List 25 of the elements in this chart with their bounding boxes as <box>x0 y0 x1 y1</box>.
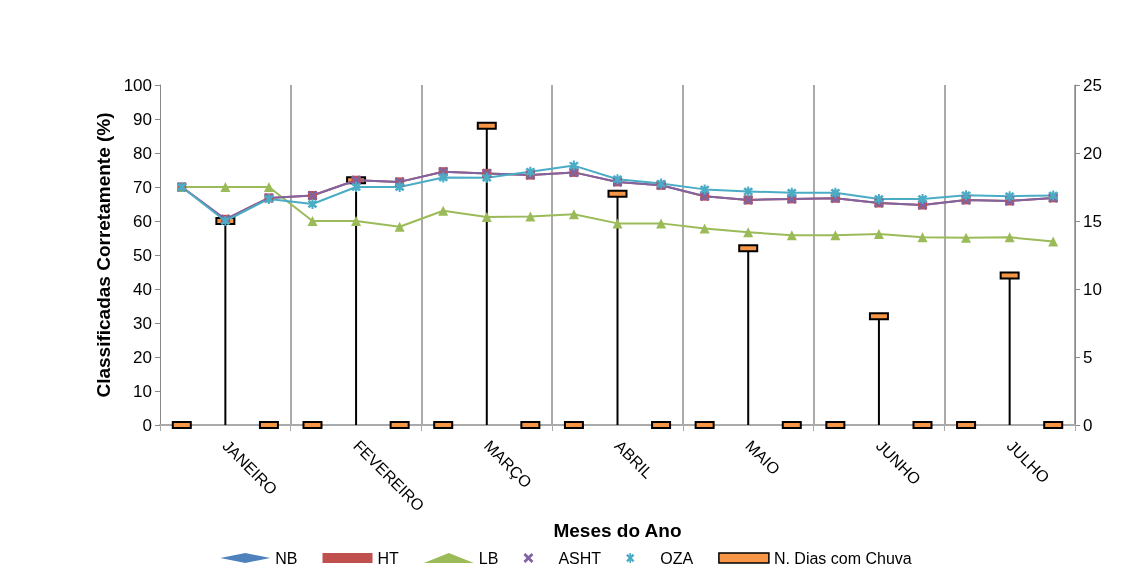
legend-label: NB <box>275 549 298 567</box>
y-tick-label: 60 <box>133 211 152 231</box>
x-axis-title: Meses do Ano <box>553 520 682 542</box>
y-tick-label: 30 <box>133 313 152 333</box>
y-axis-title: Classificadas Corretamente (%) <box>92 112 114 398</box>
legend-label: LB <box>478 549 499 567</box>
legend-label: HT <box>377 549 400 567</box>
y2-tick-label: 15 <box>1083 211 1102 231</box>
legend-label: ASHT <box>558 549 602 567</box>
legend-label: OZA <box>660 549 694 567</box>
y-tick-label: 10 <box>133 381 152 401</box>
y2-tick-label: 5 <box>1083 347 1093 367</box>
y-tick-label: 0 <box>142 415 152 435</box>
y-tick-label: 90 <box>133 109 152 129</box>
y-tick-label: 40 <box>133 279 152 299</box>
y2-tick-label: 20 <box>1083 143 1102 163</box>
y2-tick-label: 25 <box>1083 75 1102 95</box>
y-tick-label: 70 <box>133 177 152 197</box>
y-tick-label: 80 <box>133 143 152 163</box>
legend-label: N. Dias com Chuva <box>773 549 912 567</box>
y-tick-label: 20 <box>133 347 152 367</box>
y2-tick-label: 0 <box>1083 415 1093 435</box>
y-tick-label: 50 <box>133 245 152 265</box>
y2-tick-label: 10 <box>1083 279 1102 299</box>
y-tick-label: 100 <box>123 75 152 95</box>
